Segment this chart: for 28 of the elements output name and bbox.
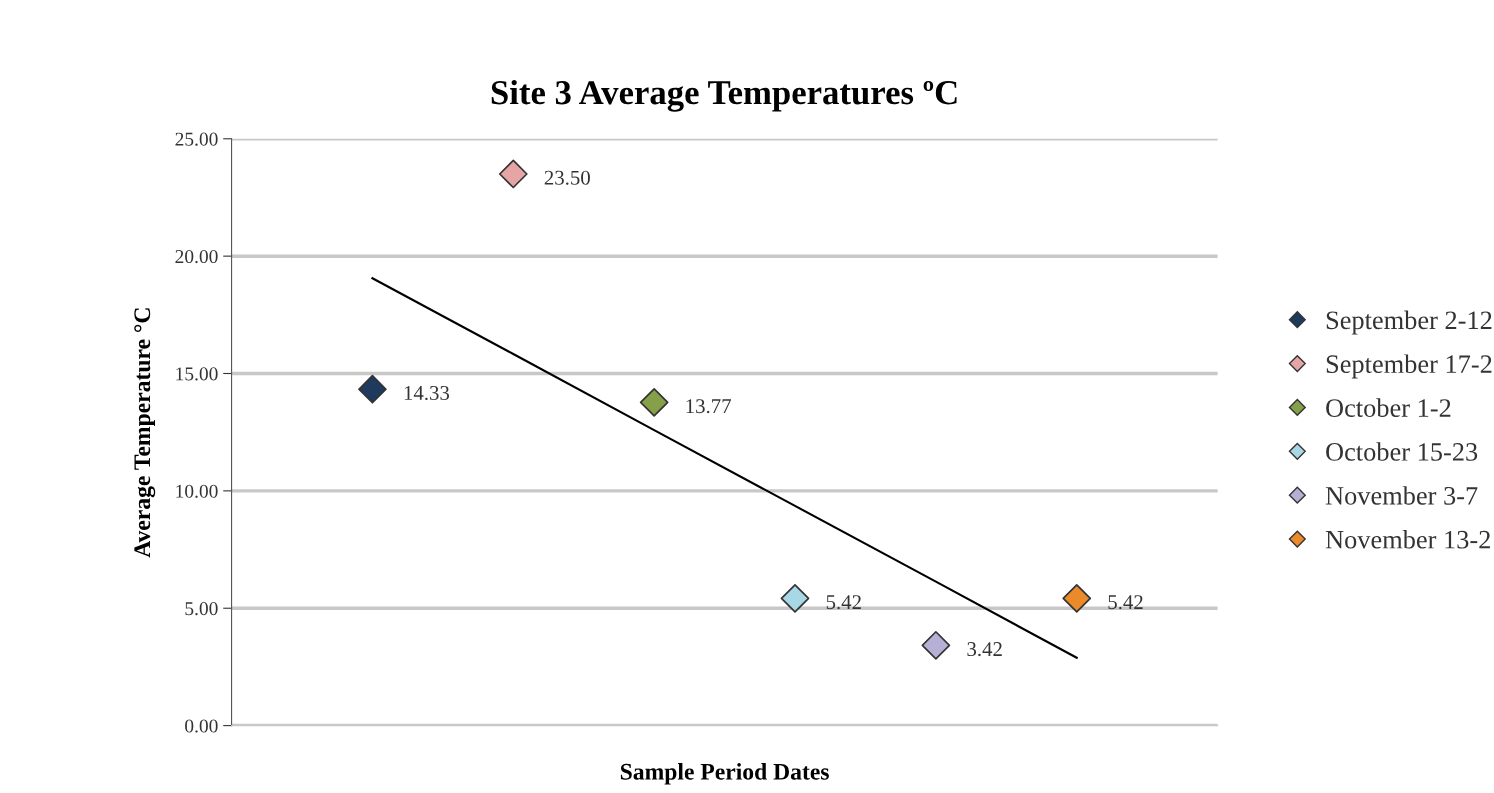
legend-label: November 13-2 [1325, 530, 1490, 549]
y-axis-title: Average Temperature °C [134, 308, 156, 558]
y-tick-label: 10.00 [176, 484, 218, 498]
legend-label: November 3-7 [1325, 486, 1478, 505]
point [1062, 583, 1092, 613]
y-tick-label: 20.00 [175, 249, 218, 264]
point [921, 630, 951, 660]
data-label: 5.42 [826, 595, 861, 610]
legend-label: October 1-2 [1326, 398, 1451, 417]
legend-label: September 2-12 [1326, 310, 1492, 335]
point [780, 583, 810, 613]
y-tick-label: 25.00 [175, 132, 218, 146]
data-label: 14.33 [404, 386, 450, 401]
chart-title: Site 3 Average Temperatures ºC [491, 79, 957, 112]
legend-label: October 15-23 [1326, 442, 1478, 461]
data-label: 3.42 [967, 642, 1002, 657]
data-label: 23.50 [544, 170, 590, 185]
legend-label: September 17-2 [1326, 354, 1492, 379]
point [498, 159, 528, 189]
y-tick-label: 15.00 [176, 367, 218, 381]
y-tick-label: 5.00 [185, 602, 218, 616]
x-axis-title: Sample Period Dates [620, 763, 829, 785]
y-tick-label: 0.00 [185, 719, 218, 733]
point [358, 374, 387, 404]
data-label: 5.42 [1108, 595, 1143, 610]
line-series [371, 277, 1078, 659]
data-label: 13.77 [686, 399, 731, 414]
point [639, 388, 669, 417]
